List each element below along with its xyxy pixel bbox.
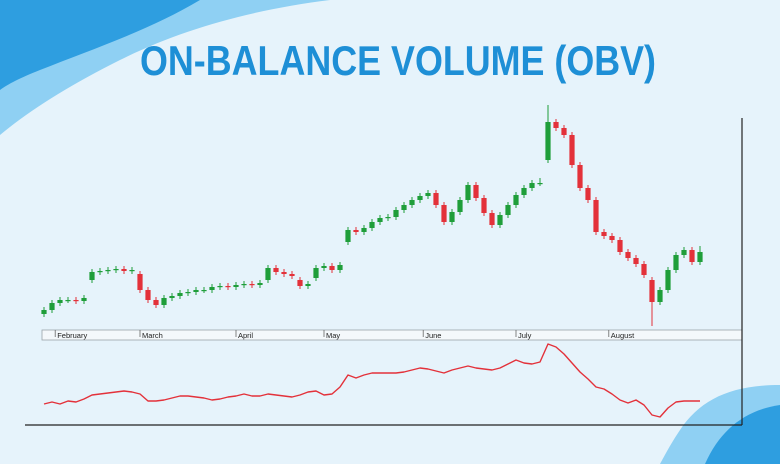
candle-body: [401, 205, 407, 210]
obv-line: [43, 343, 700, 418]
candle-body: [193, 290, 199, 292]
candle-body: [697, 252, 703, 262]
candle-body: [201, 290, 207, 292]
candle-body: [89, 272, 95, 280]
candle-body: [585, 188, 591, 200]
candle-body: [345, 230, 351, 242]
candle-body: [529, 183, 535, 188]
candle-body: [689, 250, 695, 262]
candle-body: [361, 228, 367, 232]
x-tick-label: February: [57, 331, 87, 340]
candle-body: [665, 270, 671, 290]
candle-body: [217, 286, 223, 288]
candle-body: [281, 272, 287, 274]
candle-body: [329, 266, 335, 270]
candle-body: [273, 268, 279, 272]
candle-body: [505, 205, 511, 215]
candle-body: [601, 232, 607, 236]
candle-body: [177, 293, 183, 296]
candle-body: [393, 210, 399, 217]
candle-body: [265, 268, 271, 280]
candle-body: [153, 300, 159, 305]
plot: February March April May June July August: [41, 105, 703, 418]
candle-body: [169, 296, 175, 298]
candle-body: [49, 303, 55, 310]
candle-body: [633, 258, 639, 264]
candle-body: [321, 266, 327, 268]
candle-body: [249, 284, 255, 286]
candle-body: [377, 218, 383, 222]
candle-body: [465, 185, 471, 200]
candle-body: [457, 200, 463, 212]
candle-body: [97, 271, 103, 273]
candle-body: [593, 200, 599, 232]
candle-body: [425, 193, 431, 196]
x-tick-label: July: [518, 331, 532, 340]
candle-body: [513, 195, 519, 205]
candle-body: [137, 274, 143, 290]
candle-body: [409, 200, 415, 205]
candle-body: [433, 193, 439, 205]
candle-body: [353, 230, 359, 232]
candle-body: [609, 236, 615, 240]
candle-body: [65, 300, 71, 302]
x-tick-label: May: [326, 331, 340, 340]
candle-body: [577, 165, 583, 188]
candle-body: [369, 222, 375, 228]
candle-body: [385, 217, 391, 219]
x-tick-label: August: [611, 331, 635, 340]
candle-body: [537, 183, 543, 185]
x-tick-label: April: [238, 331, 253, 340]
wave: [0, 0, 200, 90]
candle-body: [657, 290, 663, 302]
candle-body: [145, 290, 151, 300]
candle-body: [297, 280, 303, 286]
candle-body: [233, 285, 239, 287]
candle-body: [553, 122, 559, 128]
candle-body: [473, 185, 479, 198]
candle-body: [225, 286, 231, 288]
candle-body: [673, 255, 679, 270]
candle-body: [209, 287, 215, 290]
chart-title: ON-BALANCE VOLUME (OBV): [140, 37, 656, 84]
candle-body: [129, 270, 135, 272]
candle-body: [561, 128, 567, 135]
candle-body: [449, 212, 455, 222]
candle-body: [257, 283, 263, 285]
candle-body: [305, 284, 311, 286]
candle-body: [185, 292, 191, 294]
candle-body: [57, 300, 63, 303]
candle-body: [81, 298, 87, 301]
candle-body: [121, 269, 127, 271]
candle-body: [481, 198, 487, 213]
candle-body: [289, 274, 295, 276]
candle-body: [113, 269, 119, 271]
candle-body: [417, 196, 423, 200]
candle-body: [649, 280, 655, 302]
candle-body: [521, 188, 527, 195]
x-tick-label: March: [142, 331, 163, 340]
candle-body: [41, 310, 47, 314]
candle-body: [569, 135, 575, 165]
candle-body: [681, 250, 687, 255]
candle-body: [545, 122, 551, 160]
candle-body: [641, 264, 647, 275]
candle-body: [73, 300, 79, 302]
candle-body: [497, 215, 503, 225]
candle-body: [313, 268, 319, 278]
candle-body: [241, 284, 247, 286]
candle-body: [161, 298, 167, 305]
candle-body: [441, 205, 447, 222]
candle-body: [625, 252, 631, 258]
candle-body: [337, 265, 343, 270]
candle-body: [105, 270, 111, 272]
wave: [705, 405, 780, 464]
x-tick-label: June: [425, 331, 441, 340]
candle-body: [489, 213, 495, 225]
candle-body: [617, 240, 623, 252]
